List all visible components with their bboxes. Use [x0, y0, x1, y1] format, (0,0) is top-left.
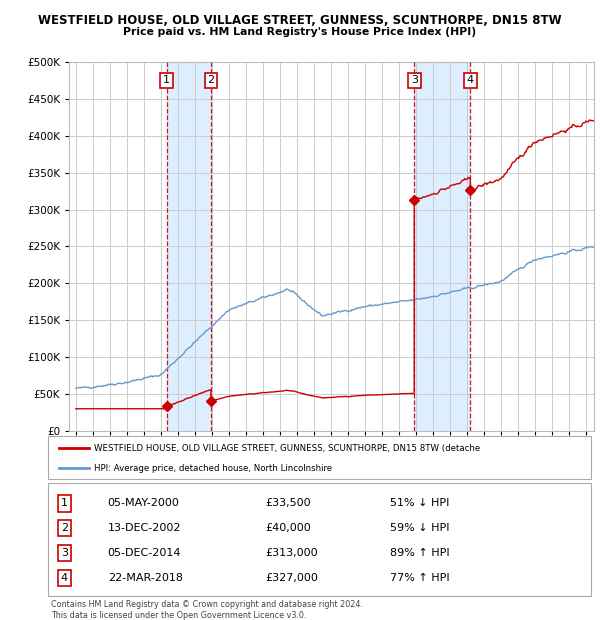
Text: 51% ↓ HPI: 51% ↓ HPI: [390, 498, 449, 508]
Text: 2: 2: [61, 523, 68, 533]
Text: WESTFIELD HOUSE, OLD VILLAGE STREET, GUNNESS, SCUNTHORPE, DN15 8TW: WESTFIELD HOUSE, OLD VILLAGE STREET, GUN…: [38, 14, 562, 27]
Text: 2: 2: [208, 76, 214, 86]
Text: HPI: Average price, detached house, North Lincolnshire: HPI: Average price, detached house, Nort…: [94, 464, 332, 472]
Text: 3: 3: [61, 548, 68, 559]
Bar: [167, 62, 211, 431]
Text: 3: 3: [411, 76, 418, 86]
Text: £40,000: £40,000: [265, 523, 311, 533]
Text: 77% ↑ HPI: 77% ↑ HPI: [390, 574, 450, 583]
Text: Price paid vs. HM Land Registry's House Price Index (HPI): Price paid vs. HM Land Registry's House …: [124, 27, 476, 37]
Text: 1: 1: [163, 76, 170, 86]
Text: £327,000: £327,000: [265, 574, 318, 583]
Text: 89% ↑ HPI: 89% ↑ HPI: [390, 548, 450, 559]
Text: 4: 4: [61, 574, 68, 583]
Text: WESTFIELD HOUSE, OLD VILLAGE STREET, GUNNESS, SCUNTHORPE, DN15 8TW (detache: WESTFIELD HOUSE, OLD VILLAGE STREET, GUN…: [94, 444, 481, 453]
Text: 05-DEC-2014: 05-DEC-2014: [108, 548, 181, 559]
FancyBboxPatch shape: [48, 436, 591, 479]
Text: 22-MAR-2018: 22-MAR-2018: [108, 574, 183, 583]
Text: Contains HM Land Registry data © Crown copyright and database right 2024.
This d: Contains HM Land Registry data © Crown c…: [51, 600, 363, 619]
Text: 59% ↓ HPI: 59% ↓ HPI: [390, 523, 449, 533]
Text: 13-DEC-2002: 13-DEC-2002: [108, 523, 181, 533]
Text: 05-MAY-2000: 05-MAY-2000: [108, 498, 179, 508]
Bar: [414, 62, 470, 431]
Text: 1: 1: [61, 498, 68, 508]
Text: 4: 4: [467, 76, 474, 86]
Text: £313,000: £313,000: [265, 548, 318, 559]
FancyBboxPatch shape: [48, 483, 591, 596]
Text: £33,500: £33,500: [265, 498, 311, 508]
